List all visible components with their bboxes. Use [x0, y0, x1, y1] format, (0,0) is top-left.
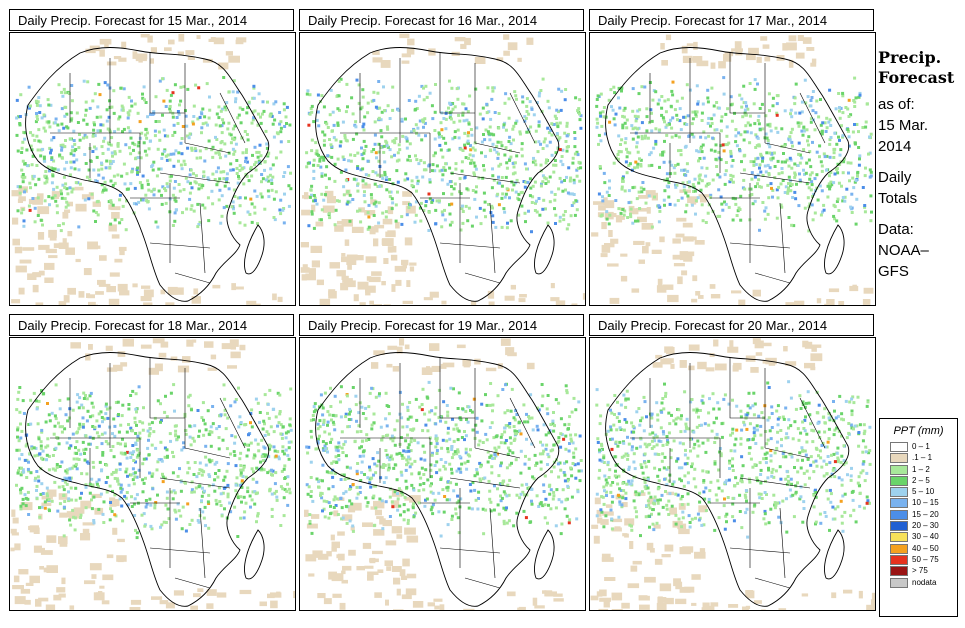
country-borders: [25, 352, 270, 607]
legend-item: 0 – 1: [880, 441, 957, 452]
forecast-panel-mar15: Daily Precip. Forecast for 15 Mar., 2014: [9, 9, 296, 306]
legend-swatch: [890, 498, 908, 509]
side-heading-1: Precip.: [878, 48, 942, 67]
legend-swatch: [890, 475, 908, 486]
legend-swatch: [890, 543, 908, 554]
legend-item: 10 – 15: [880, 497, 957, 509]
country-borders: [315, 352, 560, 607]
legend-item: 2 – 5: [880, 475, 957, 486]
legend-label: 10 – 15: [912, 498, 939, 508]
legend-label: 0 – 1: [912, 442, 930, 451]
legend-label: nodata: [912, 577, 937, 587]
side-info: Precip. Forecast as of: 15 Mar. 2014 Dai…: [878, 48, 962, 282]
panel-title: Daily Precip. Forecast for 18 Mar., 2014: [9, 314, 294, 336]
legend-swatch: [890, 521, 908, 532]
legend-swatch: [890, 453, 908, 464]
precip-map: [589, 337, 876, 611]
map-canvas: [590, 338, 875, 610]
panel-title: Daily Precip. Forecast for 15 Mar., 2014: [9, 9, 294, 31]
totals-label-1: Daily: [878, 169, 912, 186]
forecast-panel-mar19: Daily Precip. Forecast for 19 Mar., 2014: [299, 314, 586, 611]
panel-title: Daily Precip. Forecast for 17 Mar., 2014: [589, 9, 874, 31]
legend-label: 1 – 2: [912, 464, 930, 474]
legend-swatch: [890, 566, 908, 577]
legend-label: 20 – 30: [912, 521, 939, 531]
legend-title: PPT (mm): [893, 425, 944, 437]
legend-item: 50 – 75: [880, 554, 957, 565]
precip-map: [9, 337, 296, 611]
country-borders: [25, 47, 270, 302]
map-canvas: [591, 34, 874, 305]
legend-item: 5 – 10: [880, 486, 957, 498]
legend-swatch: [890, 487, 908, 498]
legend-swatch: [890, 554, 908, 565]
as-of-date-1: 15 Mar.: [878, 117, 929, 134]
legend-item: nodata: [880, 577, 957, 588]
legend-swatch: [890, 509, 908, 520]
legend-label: 15 – 20: [912, 509, 939, 519]
legend-item: 40 – 50: [880, 543, 957, 554]
panel-title: Daily Precip. Forecast for 16 Mar., 2014: [299, 9, 584, 31]
data-source-2: NOAA–: [878, 242, 929, 259]
legend-label: 5 – 10: [912, 487, 935, 497]
legend-label: 40 – 50: [912, 543, 939, 553]
legend-item: 20 – 30: [880, 520, 957, 532]
legend-swatch: [890, 577, 908, 588]
data-source-3: GFS: [878, 263, 909, 280]
map-canvas: [304, 338, 583, 610]
precip-map: [299, 32, 586, 306]
as-of-label: as of:: [878, 96, 915, 113]
legend-item: > 75: [880, 565, 957, 577]
legend-swatch: [890, 442, 908, 452]
legend-item: 15 – 20: [880, 509, 957, 520]
side-heading-2: Forecast: [878, 68, 955, 87]
panel-title: Daily Precip. Forecast for 19 Mar., 2014: [299, 314, 584, 336]
legend-swatch: [890, 532, 908, 543]
as-of-date-2: 2014: [878, 138, 912, 155]
map-canvas: [300, 33, 585, 305]
map-canvas: [11, 33, 293, 305]
legend-label: 50 – 75: [912, 554, 939, 564]
totals-label-2: Totals: [878, 190, 918, 207]
precip-map: [299, 337, 586, 611]
legend-label: 2 – 5: [912, 475, 930, 485]
legend-item: 30 – 40: [880, 531, 957, 543]
legend-item: 1 – 2: [880, 464, 957, 475]
map-canvas: [10, 338, 295, 610]
legend-swatch: [890, 464, 908, 475]
legend-item: .1 – 1: [880, 452, 957, 464]
forecast-panel-mar16: Daily Precip. Forecast for 16 Mar., 2014: [299, 9, 586, 306]
legend-label: .1 – 1: [912, 453, 933, 463]
legend-label: > 75: [912, 566, 928, 576]
precip-map: [589, 32, 876, 306]
legend-label: 30 – 40: [912, 532, 939, 542]
data-source-1: Data:: [878, 221, 914, 238]
panel-title: Daily Precip. Forecast for 20 Mar., 2014: [589, 314, 874, 336]
forecast-panel-mar20: Daily Precip. Forecast for 20 Mar., 2014: [589, 314, 876, 611]
forecast-panel-mar17: Daily Precip. Forecast for 17 Mar., 2014: [589, 9, 876, 306]
precip-map: [9, 32, 296, 306]
forecast-panel-mar18: Daily Precip. Forecast for 18 Mar., 2014: [9, 314, 296, 611]
